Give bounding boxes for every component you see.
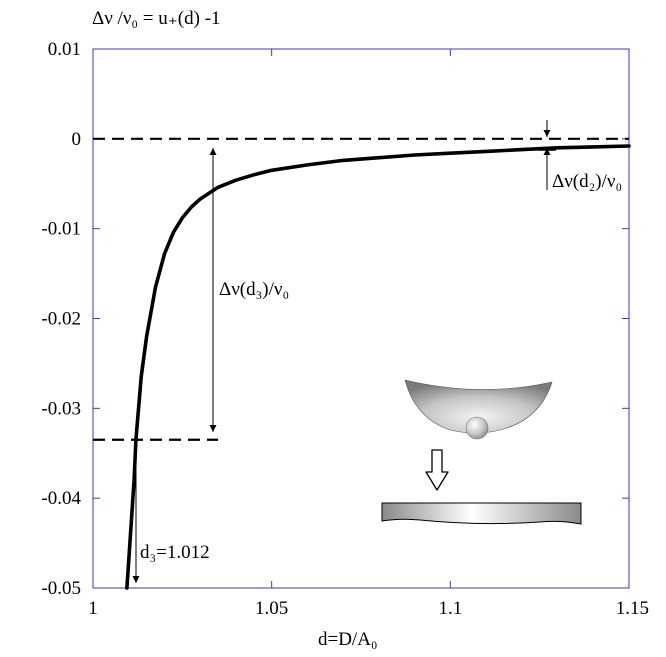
tick-marks: [92, 48, 630, 589]
y-tick-label: -0.03: [41, 398, 81, 419]
approach-arrow-icon: [425, 449, 449, 491]
cantilever-tip-shape: [404, 379, 553, 434]
y-tick-label: 0: [72, 129, 82, 150]
tip-ball: [465, 416, 489, 440]
delta-nu-d2-label: Δν(d₂)/ν₀: [552, 171, 622, 192]
delta-nu-d3-label: Δν(d₃)/ν₀: [219, 279, 289, 300]
x-axis-label: d=D/A₀: [318, 629, 378, 650]
d3-label: d₃=1.012: [140, 542, 210, 563]
tip-illustration: [381, 379, 582, 525]
x-tick-label: 1.1: [438, 598, 462, 619]
x-tick-label: 1.15: [616, 598, 649, 619]
y-tick-label: -0.01: [41, 219, 81, 240]
y-tick-label: -0.04: [41, 488, 81, 509]
series-line: [125, 144, 631, 590]
y-tick-label: 0.01: [48, 39, 81, 60]
x-tick-label: 1.05: [255, 598, 288, 619]
sample-surface: [381, 502, 582, 525]
reference-lines: [93, 137, 629, 441]
x-tick-labels: 1 1.05 1.1 1.15: [88, 598, 649, 619]
x-tick-label: 1: [88, 598, 98, 619]
chart-title: Δν /ν₀ = u₊(d) -1: [92, 8, 221, 29]
y-tick-label: -0.02: [41, 309, 81, 330]
series-group: [125, 144, 631, 590]
y-tick-labels: 0.01 0 -0.01 -0.02 -0.03 -0.04 -0.05: [41, 39, 81, 599]
y-tick-label: -0.05: [41, 578, 81, 599]
